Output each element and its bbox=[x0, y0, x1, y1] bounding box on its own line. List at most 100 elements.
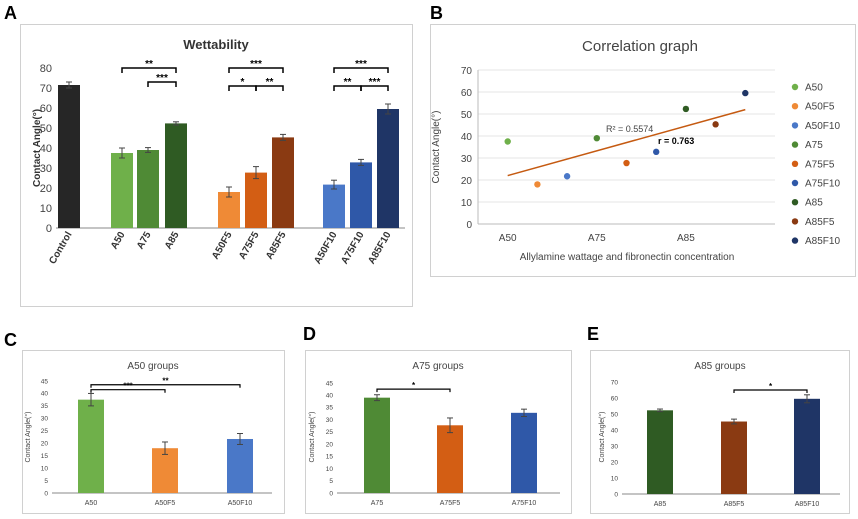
panel-b-legend-label: A75 bbox=[805, 140, 823, 151]
panel-a-x-tick-label: A75 bbox=[135, 230, 154, 252]
panel-c-y-tick-label: 25 bbox=[41, 428, 49, 435]
panel-a-x-tick-label: A75F10 bbox=[339, 230, 367, 267]
panel-e-bar-a85f10 bbox=[794, 398, 820, 494]
panel-a-y-tick-label: 30 bbox=[40, 163, 52, 175]
panel-d-y-axis-label: Contact Angle(°) bbox=[308, 411, 316, 462]
panel-a-bar-a85 bbox=[165, 123, 187, 228]
panel-a-significance-bracket bbox=[121, 67, 177, 73]
panel-a-significance-label: * bbox=[241, 77, 245, 88]
panel-c-y-tick-label: 40 bbox=[41, 391, 49, 398]
panel-c-y-tick-label: 15 bbox=[41, 453, 49, 460]
panel-b-legend-label: A75F5 bbox=[805, 159, 835, 170]
panel-a-significance-bracket bbox=[360, 85, 389, 91]
panel-a-significance-label: *** bbox=[355, 59, 367, 70]
panel-d-y-tick-label: 10 bbox=[326, 466, 334, 473]
panel-b-r2-annotation: R² = 0.5574 bbox=[606, 124, 653, 134]
panel-a-y-tick-label: 20 bbox=[40, 183, 52, 195]
panel-b-legend-label: A50F5 bbox=[805, 102, 835, 113]
panel-b-point-a50f10 bbox=[563, 173, 571, 180]
panel-c-title: A50 groups bbox=[127, 361, 178, 372]
panel-letter-b: B bbox=[430, 3, 443, 23]
panel-b-legend-marker bbox=[791, 218, 799, 225]
panel-c-significance-label: ** bbox=[162, 377, 169, 386]
panel-e-y-tick-label: 0 bbox=[614, 491, 618, 498]
panel-d-x-tick-label: A75F10 bbox=[512, 500, 537, 507]
panel-a-title: Wettability bbox=[183, 37, 249, 52]
panel-e-y-tick-label: 60 bbox=[611, 395, 619, 402]
panel-c-bar-a50 bbox=[78, 399, 104, 493]
panel-c-y-axis-label: Contact Angle(°) bbox=[24, 411, 32, 462]
panel-a-bar-a85f5 bbox=[272, 137, 294, 228]
panel-a-bar-a75f5 bbox=[245, 172, 267, 228]
panel-b-legend-marker bbox=[791, 179, 799, 187]
panel-b-legend-marker bbox=[791, 83, 799, 91]
panel-b-y-tick-label: 60 bbox=[461, 88, 473, 99]
panel-d-y-tick-label: 45 bbox=[326, 380, 334, 387]
panel-b-plot: 0 10 20 30 40 50 60 70 A50 A75 A85 bbox=[461, 66, 775, 244]
panel-a-x-tick-label: Control bbox=[47, 230, 74, 266]
panel-b-y-tick-label: 70 bbox=[461, 66, 473, 77]
panel-b-legend-label: A50 bbox=[805, 83, 823, 94]
panel-e-y-tick-label: 50 bbox=[611, 411, 619, 418]
panel-a-bar-a50 bbox=[111, 153, 133, 228]
panel-d-significance-bracket bbox=[376, 388, 451, 393]
panel-a-significance-label: *** bbox=[369, 77, 381, 88]
panel-b-point-a75f5 bbox=[623, 159, 630, 167]
panel-a-x-tick-label: A50F10 bbox=[312, 230, 340, 267]
panel-b-y-tick-label: 0 bbox=[466, 220, 472, 231]
panel-e-y-tick-label: 10 bbox=[611, 475, 619, 482]
panel-c-x-tick-label: A50F5 bbox=[155, 500, 176, 507]
panel-d-plot: 0 5 10 15 20 25 30 35 40 45 A75 A75F5 A75F10 * bbox=[326, 380, 560, 507]
panel-e-bar-a85 bbox=[647, 410, 673, 494]
panel-e-significance-label: * bbox=[769, 382, 773, 391]
panel-c-frame bbox=[22, 350, 285, 514]
panel-e-x-tick-label: A85 bbox=[654, 501, 667, 508]
panel-b-y-tick-label: 10 bbox=[461, 198, 473, 209]
panel-d-y-tick-label: 25 bbox=[326, 429, 334, 436]
panel-a-x-tick-label: A50 bbox=[109, 230, 128, 252]
panel-d-y-tick-label: 20 bbox=[326, 441, 334, 448]
panel-c-bar-a50f5 bbox=[152, 448, 178, 493]
panel-b-legend: A50 A50F5 A50F10 A75 A75F5 A75F10 A85 A85F5 A85F… bbox=[791, 83, 840, 247]
panel-c-y-tick-label: 0 bbox=[44, 490, 48, 497]
panel-b-point-a85f5 bbox=[712, 121, 719, 128]
panel-e-y-tick-label: 30 bbox=[611, 443, 619, 450]
panel-a-bar-a75 bbox=[137, 150, 159, 228]
panel-b-x-tick-label: A75 bbox=[588, 233, 606, 244]
panel-c-y-tick-label: 20 bbox=[41, 440, 49, 447]
panel-a-y-tick-label: 80 bbox=[40, 63, 52, 75]
panel-e-y-tick-label: 20 bbox=[611, 459, 619, 466]
panel-b-legend-label: A50F10 bbox=[805, 121, 840, 132]
panel-a-significance-bracket bbox=[333, 67, 389, 73]
panel-a-significance-label: *** bbox=[250, 59, 262, 70]
panel-letter-e: E bbox=[587, 324, 599, 344]
panel-b-y-tick-label: 50 bbox=[461, 110, 473, 121]
panel-a-y-tick-label: 50 bbox=[40, 123, 52, 135]
panel-e-frame bbox=[590, 350, 850, 514]
panel-a-y-tick-label: 60 bbox=[40, 103, 52, 115]
panel-d-bar-a75f5 bbox=[437, 425, 463, 493]
panel-b-title: Correlation graph bbox=[582, 38, 698, 55]
panel-b-legend-label: A85F10 bbox=[805, 236, 840, 247]
panel-e-x-tick-label: A85F10 bbox=[795, 501, 820, 508]
panel-d-bar-a75 bbox=[364, 397, 390, 493]
panel-b-y-axis-label: Contact Angle(°) bbox=[431, 111, 442, 184]
panel-a-y-tick-label: 0 bbox=[46, 223, 52, 235]
panel-a-bar-a50f10 bbox=[323, 184, 345, 228]
panel-a-y-tick-label: 70 bbox=[40, 83, 52, 95]
panel-a-significance-bracket bbox=[228, 67, 284, 73]
panel-e-plot: 0 10 20 30 40 50 60 70 A85 A85F5 A85F10 * bbox=[611, 379, 840, 508]
panel-d-title: A75 groups bbox=[412, 361, 463, 372]
panel-b-legend-marker bbox=[791, 199, 799, 206]
panel-b-legend-marker bbox=[791, 103, 799, 110]
panel-letter-d: D bbox=[303, 324, 316, 344]
panel-c-y-tick-label: 30 bbox=[41, 416, 49, 423]
panel-b-legend-marker bbox=[791, 141, 799, 148]
panel-e-y-axis-label: Contact Angle(°) bbox=[598, 411, 606, 462]
panel-c-bar-a50f10 bbox=[227, 438, 253, 493]
panel-c-x-tick-label: A50F10 bbox=[228, 500, 253, 507]
panel-c-significance-bracket bbox=[90, 384, 241, 388]
panel-b-point-a75f10 bbox=[653, 148, 660, 156]
